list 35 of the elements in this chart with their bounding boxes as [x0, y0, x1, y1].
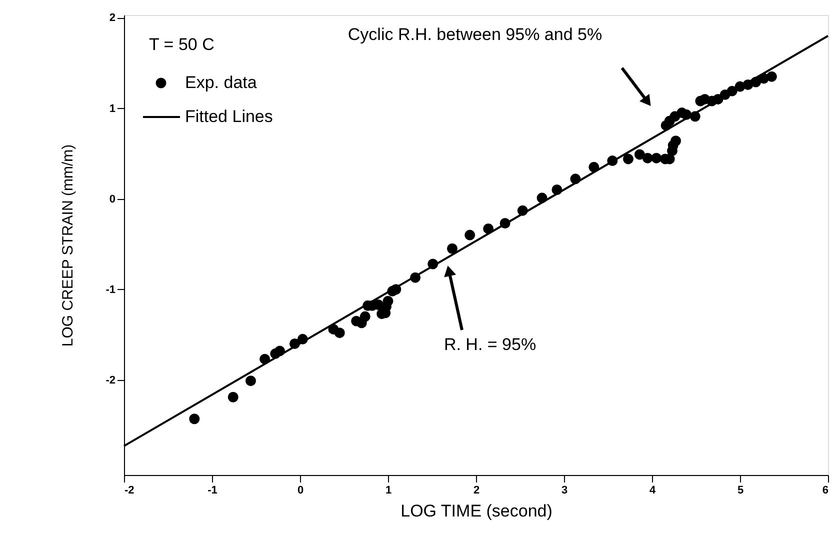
x-tick-label: 3	[561, 484, 568, 496]
y-tick-label: 1	[109, 102, 116, 115]
point	[228, 392, 238, 402]
point	[634, 149, 645, 160]
y-tick-label: 0	[109, 193, 116, 206]
x-tick-label: -2	[124, 484, 134, 496]
x-tick-label: 6	[822, 484, 828, 496]
legend-title: T = 50 C	[149, 35, 214, 54]
x-tick-label: 1	[385, 484, 392, 496]
y-axis-title: LOG CREEP STRAIN (mm/m)	[60, 144, 77, 347]
x-tick-label: 0	[297, 484, 304, 496]
x-tick-label: 2	[473, 484, 480, 496]
y-tick-label: -1	[106, 284, 116, 296]
annotation: Cyclic R.H. between 95% and 5%	[348, 25, 602, 44]
point	[622, 154, 634, 164]
point	[766, 71, 777, 82]
point	[189, 414, 200, 424]
point	[651, 152, 662, 164]
y-tick-label: 2	[109, 12, 116, 24]
x-tick-label: -1	[208, 484, 218, 496]
y-tick-label: -2	[106, 374, 116, 386]
point	[446, 243, 458, 254]
point	[245, 376, 256, 386]
point	[334, 328, 345, 338]
point	[642, 152, 653, 164]
legend-label: Exp. data	[185, 73, 258, 92]
x-tick-label: 5	[737, 484, 744, 496]
point	[382, 296, 394, 306]
point	[464, 230, 476, 240]
point	[360, 311, 370, 322]
point	[670, 136, 682, 146]
x-axis-title: LOG TIME (second)	[400, 502, 552, 520]
legend-label: Fitted Lines	[185, 107, 273, 126]
annotation: R. H. = 95%	[444, 335, 536, 354]
x-tick-label: 4	[649, 484, 656, 496]
